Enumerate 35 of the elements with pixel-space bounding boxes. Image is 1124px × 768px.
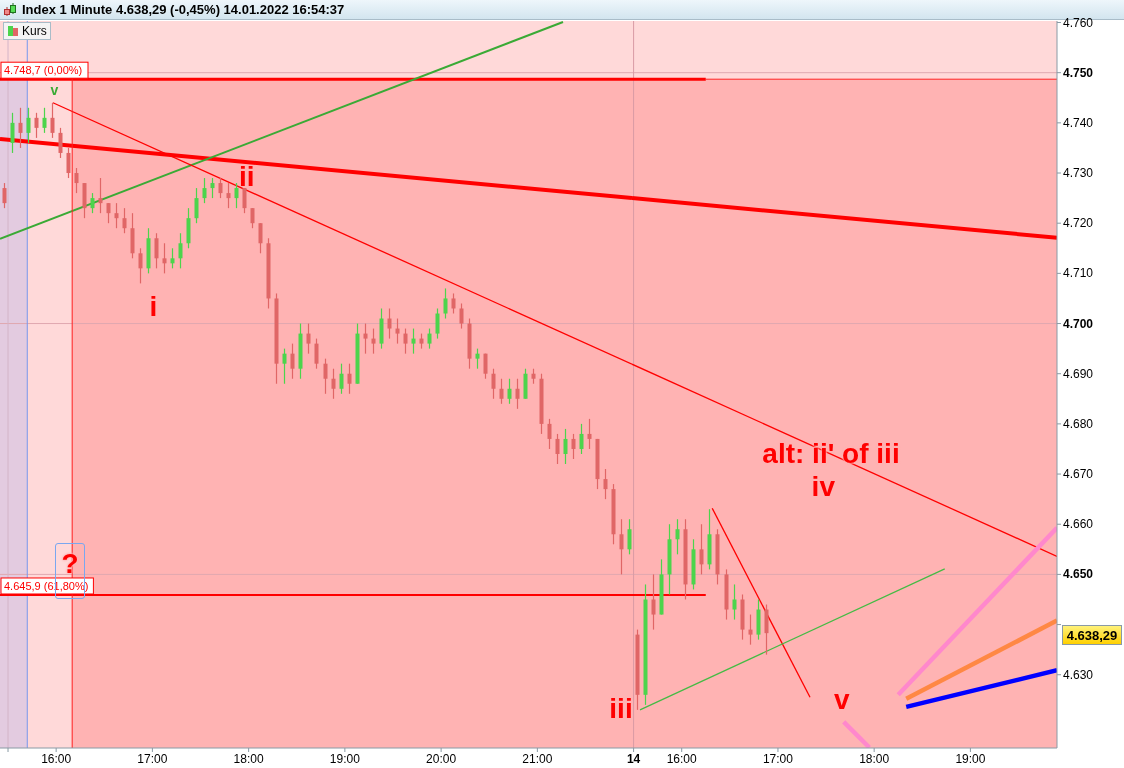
y-tick-label: 4.660 (1063, 517, 1094, 532)
y-tick-label: 4.700 (1063, 316, 1094, 331)
legend-label: Kurs (22, 24, 47, 38)
x-tick-label: 16:00 (41, 752, 72, 766)
series-label: 4.645,9 (61,80%) (4, 579, 89, 592)
y-tick-label: 4.680 (1063, 416, 1094, 431)
x-tick-label: 16:00 (666, 752, 698, 766)
series-label: 4.748,7 (0,00%) (4, 64, 83, 77)
y-tick-label: 4.630 (1063, 667, 1094, 682)
y-tick-label: 4.710 (1063, 266, 1094, 281)
annotation: iv (811, 470, 835, 502)
y-tick-label: 4.730 (1063, 166, 1094, 181)
x-tick-label: 14 (626, 752, 641, 766)
annotation: iii (609, 693, 633, 724)
y-tick-label: 4.750 (1063, 65, 1094, 80)
x-tick-label: 19:00 (329, 752, 361, 766)
annotation: i (149, 290, 158, 322)
chart-title: Index 1 Minute 4.638,29 (-0,45%) 14.01.2022 16:54:37 (22, 2, 345, 17)
x-tick-label: 17:00 (137, 752, 168, 766)
x-tick-label: 20:00 (426, 752, 457, 766)
y-tick-label: 4.650 (1063, 567, 1094, 582)
y-tick-label: 4.720 (1063, 216, 1094, 231)
y-tick-label: 4.670 (1063, 467, 1094, 482)
x-tick-label: 18:00 (859, 752, 890, 766)
x-tick-label: 18:00 (233, 752, 264, 766)
annotation: ii (238, 160, 255, 192)
x-tick-label: 19:00 (955, 752, 986, 766)
annotation: v (833, 684, 850, 715)
y-tick-label: 4.760 (1063, 15, 1094, 30)
y-tick-label: 4.740 (1063, 115, 1094, 130)
x-tick-label: 17:00 (762, 752, 794, 766)
annotation: v (50, 82, 59, 98)
x-tick-label: 21:00 (522, 752, 553, 766)
y-tick-label: 4.690 (1063, 366, 1094, 381)
text: 4.638,29 (1062, 625, 1122, 645)
